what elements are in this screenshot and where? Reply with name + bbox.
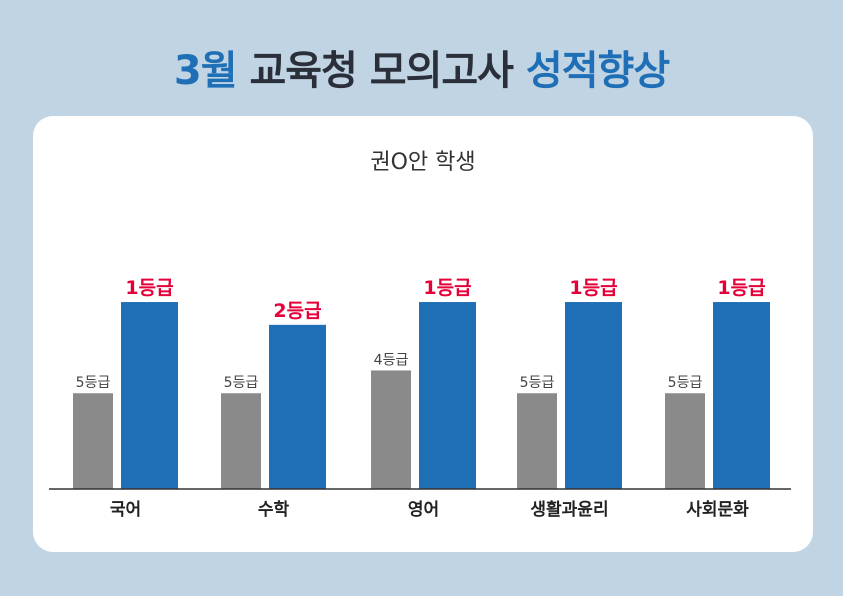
data-label-after: 2등급 [273, 300, 321, 322]
data-label-before: 5등급 [76, 375, 111, 391]
headline-part-2: 교육청 모의고사 [249, 48, 514, 94]
headline-part-1: 3월 [173, 48, 238, 94]
headline: 3월 교육청 모의고사 성적향상 [0, 38, 843, 96]
bar-after [565, 302, 622, 489]
bar-after [269, 324, 326, 489]
category-label: 수학 [258, 500, 290, 520]
data-label-after: 1등급 [423, 277, 471, 299]
bar-before [221, 393, 261, 489]
bar-after [713, 302, 770, 489]
category-label: 영어 [408, 500, 439, 520]
bar-before [371, 370, 411, 489]
bar-before [73, 393, 113, 489]
data-label-before: 4등급 [374, 352, 409, 368]
bar-after [419, 302, 476, 489]
data-label-before: 5등급 [668, 375, 703, 391]
data-label-after: 1등급 [569, 277, 617, 299]
chart-title: 권O안 학생 [370, 150, 476, 175]
category-label: 국어 [110, 500, 141, 520]
category-label: 생활과윤리 [530, 499, 608, 520]
headline-part-3: 성적향상 [525, 48, 670, 94]
bar-before [665, 393, 705, 489]
data-label-before: 5등급 [224, 375, 259, 391]
bar-before [517, 393, 557, 489]
data-label-after: 1등급 [125, 277, 173, 299]
data-label-before: 5등급 [520, 375, 555, 391]
bar-after [121, 302, 178, 489]
category-label: 사회문화 [686, 500, 749, 520]
data-label-after: 1등급 [717, 277, 765, 299]
